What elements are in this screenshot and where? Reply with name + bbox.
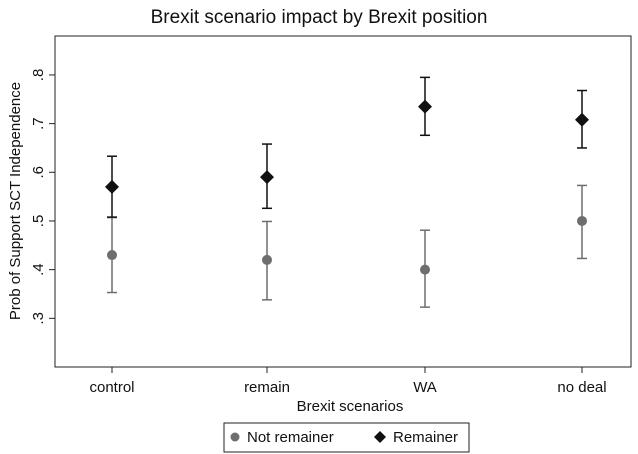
legend-marker-not-remainer bbox=[230, 432, 240, 442]
x-axis-label: Brexit scenarios bbox=[297, 398, 404, 415]
y-tick-label: .3 bbox=[30, 312, 47, 325]
data-point-remainer bbox=[260, 170, 274, 185]
legend-label: Not remainer bbox=[247, 429, 334, 446]
x-tick-label: WA bbox=[413, 379, 437, 396]
y-tick-label: .5 bbox=[30, 215, 47, 228]
legend-marker-remainer bbox=[374, 431, 386, 443]
data-point-remainer bbox=[575, 112, 589, 127]
y-tick-label: .4 bbox=[30, 263, 47, 276]
y-axis-label: Prob of Support SCT Independence bbox=[7, 82, 24, 320]
y-axis: .3 .4 .5 .6 .7 .8 bbox=[30, 69, 55, 325]
x-tick-label: remain bbox=[244, 379, 290, 396]
x-tick-label: no deal bbox=[557, 379, 606, 396]
y-tick-label: .6 bbox=[30, 166, 47, 179]
y-tick-label: .8 bbox=[30, 69, 47, 82]
data-point-not-remainer bbox=[420, 264, 430, 275]
plot-frame bbox=[54, 35, 632, 368]
chart-title: Brexit scenario impact by Brexit positio… bbox=[151, 7, 488, 28]
data-point-not-remainer bbox=[262, 254, 272, 265]
y-tick-label: .7 bbox=[30, 117, 47, 130]
data-point-remainer bbox=[418, 99, 432, 114]
legend-label: Remainer bbox=[393, 429, 458, 446]
x-axis: control remain WA no deal bbox=[89, 367, 607, 396]
data-point-remainer bbox=[105, 179, 119, 194]
plot-area bbox=[105, 76, 589, 308]
legend: Not remainer Remainer bbox=[223, 422, 470, 453]
legend-box bbox=[223, 422, 470, 453]
x-tick-label: control bbox=[89, 379, 134, 396]
data-point-not-remainer bbox=[577, 215, 587, 226]
data-point-not-remainer bbox=[107, 250, 117, 261]
